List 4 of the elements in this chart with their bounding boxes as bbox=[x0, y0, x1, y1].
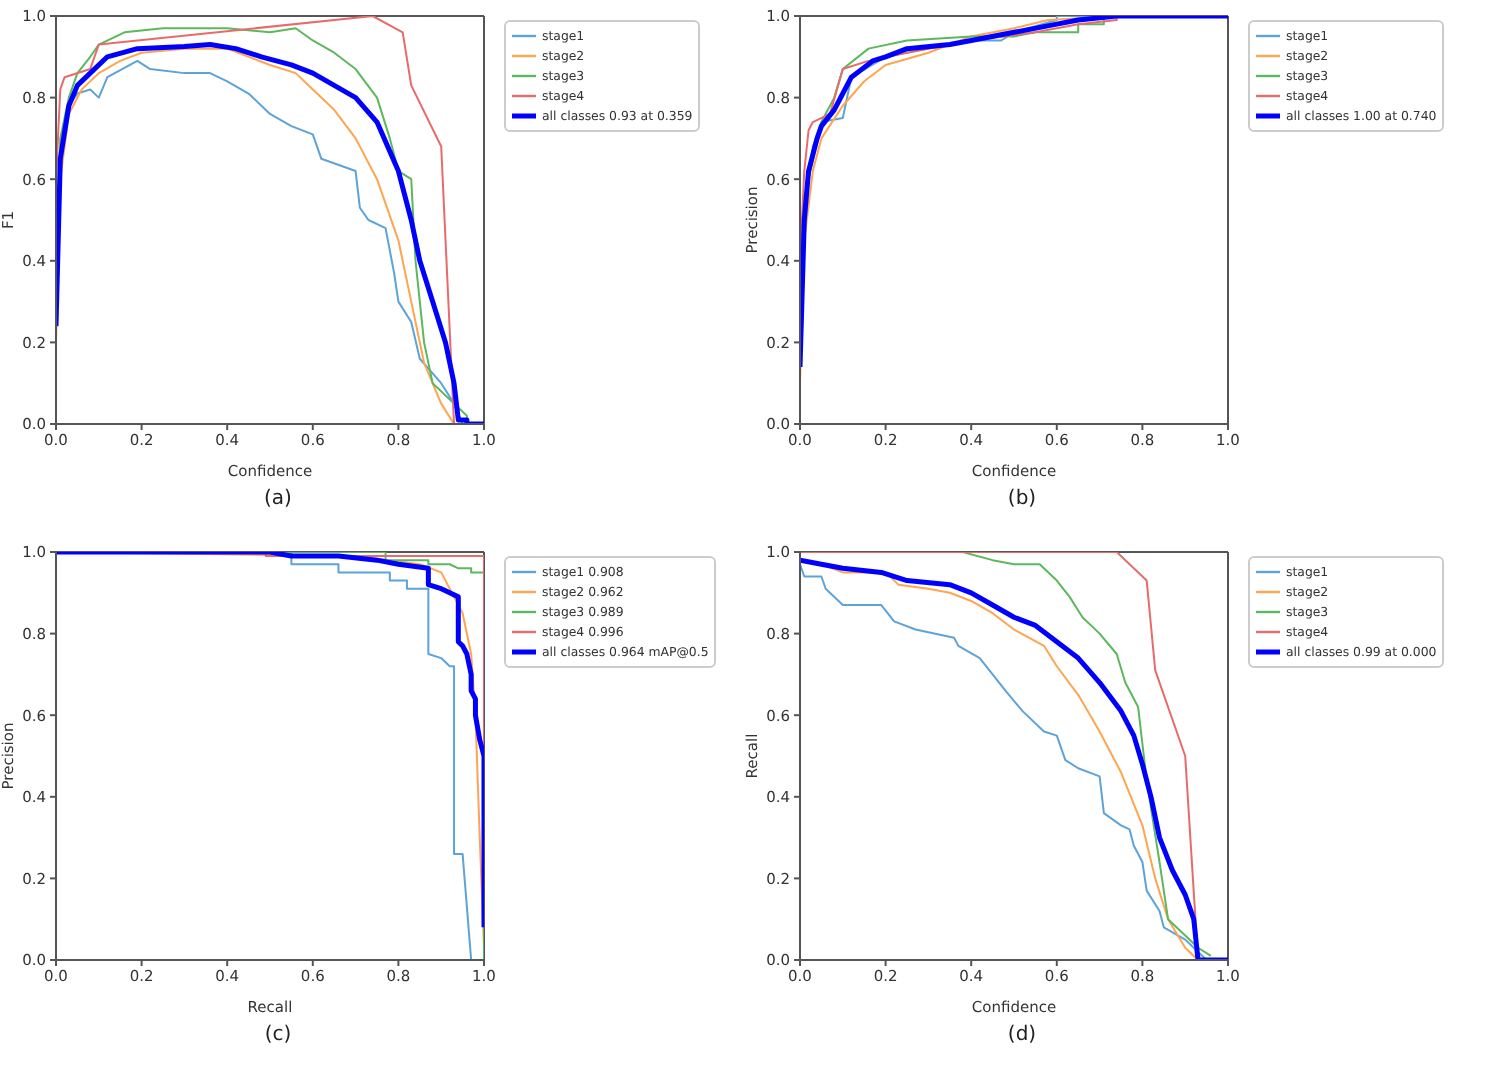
text: (c) bbox=[262, 1024, 294, 1046]
text: (b) bbox=[1005, 488, 1039, 510]
text: (d) bbox=[1005, 1024, 1039, 1046]
text: (a) bbox=[262, 488, 294, 510]
